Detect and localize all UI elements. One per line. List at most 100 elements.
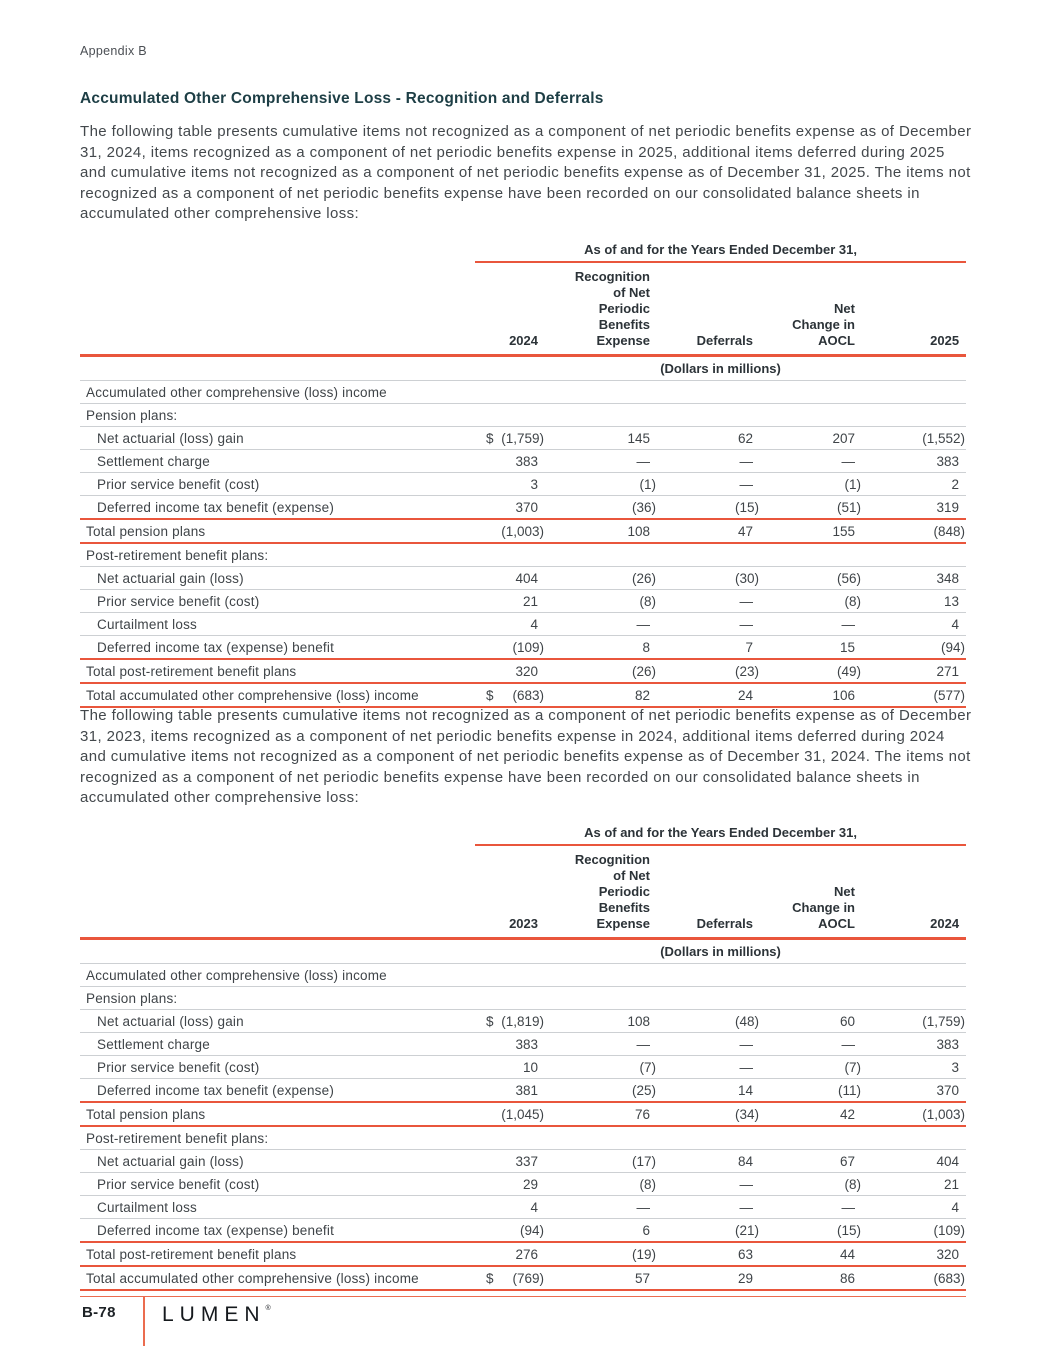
row-label: Accumulated other comprehensive (loss) i… <box>80 380 475 404</box>
cell-value: (19) <box>545 1242 657 1267</box>
cell-text: — <box>841 616 856 632</box>
cell-value: 86 <box>760 1266 862 1291</box>
cell-value: 404 <box>862 1149 967 1173</box>
cell-value: (11) <box>760 1078 862 1103</box>
cell-text: (19) <box>631 1246 656 1262</box>
cell-text: 29 <box>737 1270 753 1286</box>
row-label: Total accumulated other comprehensive (l… <box>80 1266 475 1291</box>
cell-value: (26) <box>545 566 657 590</box>
cell-value: 207 <box>760 426 862 450</box>
section-title: Accumulated Other Comprehensive Loss - R… <box>80 90 604 107</box>
cell-value: 63 <box>657 1242 760 1267</box>
cell-value: (8) <box>760 1172 862 1196</box>
currency-symbol: $ <box>486 430 494 446</box>
cell-text: 4 <box>530 1199 538 1215</box>
cell-text: (1,759) <box>501 430 544 446</box>
cell-value: 2 <box>862 472 967 496</box>
cell-text: — <box>636 1199 651 1215</box>
cell-value: 4 <box>475 612 545 636</box>
cell-text: 7 <box>745 639 753 655</box>
lumen-logo-text: LUMEN <box>162 1303 266 1326</box>
table-row: Net actuarial gain (loss) 337 (17) 84 67 404 <box>80 1149 967 1173</box>
cell-value <box>545 543 657 567</box>
table-row: Post-retirement benefit plans: <box>80 543 967 567</box>
column-header-net-change: Net Change in AOCL <box>760 262 862 357</box>
table-row: Accumulated other comprehensive (loss) i… <box>80 963 967 987</box>
cell-value: (577) <box>862 683 967 708</box>
cell-value: $ (769) <box>475 1266 545 1291</box>
cell-text: (8) <box>844 593 862 609</box>
cell-text: 2 <box>951 476 960 492</box>
table-row: Prior service benefit (cost) 3 (1) — (1) 2 <box>80 472 967 496</box>
cell-text: 276 <box>515 1246 538 1262</box>
row-label: Prior service benefit (cost) <box>80 472 475 496</box>
cell-text: (15) <box>734 499 759 515</box>
column-header-2024: 2024 <box>862 845 967 940</box>
cell-text: (577) <box>933 687 966 703</box>
cell-text: 404 <box>936 1153 960 1169</box>
cell-value: 383 <box>475 1032 545 1056</box>
table-row: Curtailment loss 4 — — — 4 <box>80 612 967 636</box>
cell-value <box>475 543 545 567</box>
span-header: As of and for the Years Ended December 3… <box>475 825 967 846</box>
cell-value: (30) <box>657 566 760 590</box>
cell-text: (25) <box>631 1082 656 1098</box>
cell-text: (26) <box>631 663 656 679</box>
cell-value: 320 <box>475 659 545 684</box>
cell-value: 155 <box>760 519 862 544</box>
span-header: As of and for the Years Ended December 3… <box>475 242 967 263</box>
cell-text: (21) <box>734 1222 759 1238</box>
row-label: Pension plans: <box>80 403 475 427</box>
cell-value: 383 <box>862 449 967 473</box>
cell-text: 82 <box>634 687 650 703</box>
table-row: Pension plans: <box>80 986 967 1010</box>
cell-value <box>760 1126 862 1150</box>
appendix-label: Appendix B <box>80 44 147 58</box>
footer-rule <box>80 1296 966 1297</box>
cell-text: 319 <box>936 499 960 515</box>
cell-value: (8) <box>545 1172 657 1196</box>
cell-text: (848) <box>933 523 966 539</box>
cell-text: 383 <box>515 453 538 469</box>
cell-text: 3 <box>530 476 538 492</box>
cell-text: (1) <box>639 476 657 492</box>
row-label: Net actuarial gain (loss) <box>80 566 475 590</box>
cell-value: — <box>760 1195 862 1219</box>
cell-value: (48) <box>657 1009 760 1033</box>
column-header-2023: 2023 <box>475 845 545 940</box>
cell-value <box>657 963 760 987</box>
cell-text: (94) <box>941 639 966 655</box>
cell-value <box>862 963 967 987</box>
footer-divider <box>143 1297 145 1346</box>
aocl-table-2024: As of and for the Years Ended December 3… <box>80 825 967 1291</box>
currency-symbol: $ <box>486 1013 494 1029</box>
cell-value: (109) <box>475 635 545 660</box>
row-label: Settlement charge <box>80 449 475 473</box>
cell-value: 42 <box>760 1102 862 1127</box>
spacer-cell <box>80 242 475 262</box>
row-label: Deferred income tax (expense) benefit <box>80 1218 475 1243</box>
cell-value: 108 <box>545 519 657 544</box>
cell-text: 60 <box>839 1013 855 1029</box>
row-label: Total post-retirement benefit plans <box>80 659 475 684</box>
cell-text: (51) <box>836 499 861 515</box>
cell-text: — <box>636 616 651 632</box>
cell-value: 44 <box>760 1242 862 1267</box>
cell-value: (17) <box>545 1149 657 1173</box>
table-row: Post-retirement benefit plans: <box>80 1126 967 1150</box>
cell-text: 24 <box>737 687 753 703</box>
cell-text: 63 <box>737 1246 753 1262</box>
cell-text: — <box>636 453 651 469</box>
cell-text: 67 <box>839 1153 855 1169</box>
cell-value: (683) <box>862 1266 967 1291</box>
cell-text: 320 <box>515 663 538 679</box>
cell-value: 84 <box>657 1149 760 1173</box>
table-row: Net actuarial (loss) gain $ (1,819) 108 (48)… <box>80 1009 967 1033</box>
cell-value <box>475 986 545 1010</box>
cell-value: (36) <box>545 495 657 520</box>
cell-value: — <box>545 449 657 473</box>
cell-value <box>545 986 657 1010</box>
cell-text: (683) <box>512 687 544 703</box>
row-label: Deferred income tax benefit (expense) <box>80 495 475 520</box>
table-row: Deferred income tax benefit (expense) 370… <box>80 495 967 520</box>
